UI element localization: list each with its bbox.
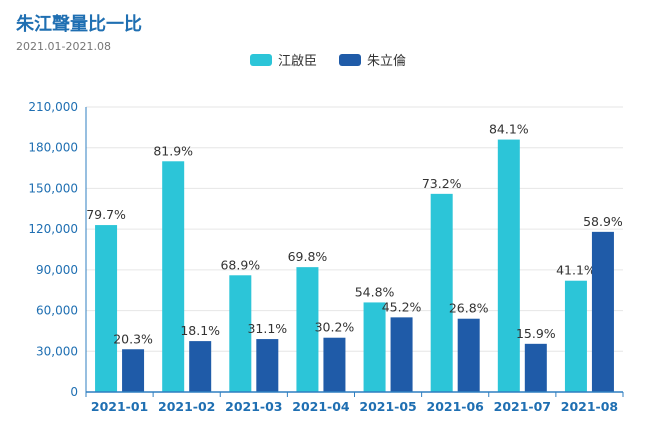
- x-tick-label-2021-01: 2021-01: [91, 399, 148, 414]
- y-tick-label-1: 30,000: [36, 344, 78, 358]
- legend: 江啟臣 朱立倫: [0, 50, 656, 69]
- x-tick-label-2021-04: 2021-04: [292, 399, 350, 414]
- bar-series-0-2021-02[interactable]: [162, 161, 185, 392]
- data-label-series-1-2021-01: 20.3%: [113, 331, 153, 346]
- legend-label-series-1: 朱立倫: [367, 54, 407, 69]
- bar-series-1-2021-01[interactable]: [122, 349, 145, 392]
- legend-item-series-0[interactable]: 江啟臣: [249, 50, 317, 69]
- bar-series-0-2021-05[interactable]: [363, 302, 386, 392]
- data-label-series-0-2021-07: 84.1%: [489, 122, 529, 137]
- data-label-series-0-2021-03: 68.9%: [220, 257, 260, 272]
- data-label-series-0-2021-05: 54.8%: [355, 284, 395, 299]
- bar-series-1-2021-07[interactable]: [524, 343, 547, 392]
- x-tick-label-2021-08: 2021-08: [561, 399, 618, 414]
- y-tick-label-4: 120,000: [28, 222, 78, 236]
- chart-subtitle: 2021.01-2021.08: [16, 40, 111, 53]
- bar-series-1-2021-02[interactable]: [189, 341, 212, 392]
- data-label-series-0-2021-06: 73.2%: [422, 176, 462, 191]
- data-label-series-1-2021-06: 26.8%: [449, 301, 489, 316]
- x-tick-label-2021-02: 2021-02: [158, 399, 215, 414]
- x-tick-label-2021-03: 2021-03: [225, 399, 282, 414]
- y-tick-label-5: 150,000: [28, 181, 78, 195]
- legend-swatch-series-1: [339, 53, 361, 66]
- bar-series-0-2021-07[interactable]: [497, 139, 520, 392]
- chart-title: 朱江聲量比一比: [16, 14, 142, 35]
- bar-series-1-2021-04[interactable]: [323, 337, 346, 392]
- x-tick-label-2021-06: 2021-06: [427, 399, 485, 414]
- data-label-series-1-2021-02: 18.1%: [180, 323, 220, 338]
- y-tick-label-0: 0: [70, 385, 78, 399]
- data-label-series-1-2021-08: 58.9%: [583, 214, 623, 229]
- x-tick-label-2021-05: 2021-05: [359, 399, 416, 414]
- bar-series-0-2021-04[interactable]: [296, 267, 319, 392]
- y-tick-label-2: 60,000: [36, 304, 78, 318]
- y-tick-label-6: 180,000: [28, 141, 78, 155]
- data-label-series-1-2021-04: 30.2%: [315, 320, 355, 335]
- data-label-series-0-2021-02: 81.9%: [153, 143, 193, 158]
- bar-series-1-2021-06[interactable]: [457, 318, 480, 392]
- bar-series-0-2021-03[interactable]: [229, 275, 252, 392]
- bar-series-1-2021-05[interactable]: [390, 317, 413, 392]
- data-label-series-0-2021-04: 69.8%: [288, 249, 328, 264]
- legend-item-series-1[interactable]: 朱立倫: [339, 50, 406, 69]
- data-label-series-1-2021-03: 31.1%: [247, 321, 287, 336]
- bar-series-1-2021-03[interactable]: [256, 339, 279, 392]
- bar-series-0-2021-01[interactable]: [95, 225, 118, 392]
- data-label-series-0-2021-01: 79.7%: [86, 207, 126, 222]
- legend-label-series-0: 江啟臣: [277, 54, 317, 69]
- data-label-series-1-2021-05: 45.2%: [382, 299, 422, 314]
- data-label-series-1-2021-07: 15.9%: [516, 326, 556, 341]
- x-tick-label-2021-07: 2021-07: [494, 399, 551, 414]
- bar-series-0-2021-06[interactable]: [430, 193, 453, 392]
- data-label-series-0-2021-08: 41.1%: [556, 263, 596, 278]
- bar-series-1-2021-08[interactable]: [591, 231, 614, 392]
- y-tick-label-7: 210,000: [28, 100, 78, 114]
- y-tick-label-3: 90,000: [36, 263, 78, 277]
- bar-series-0-2021-08[interactable]: [564, 280, 587, 392]
- legend-swatch-series-0: [249, 53, 272, 66]
